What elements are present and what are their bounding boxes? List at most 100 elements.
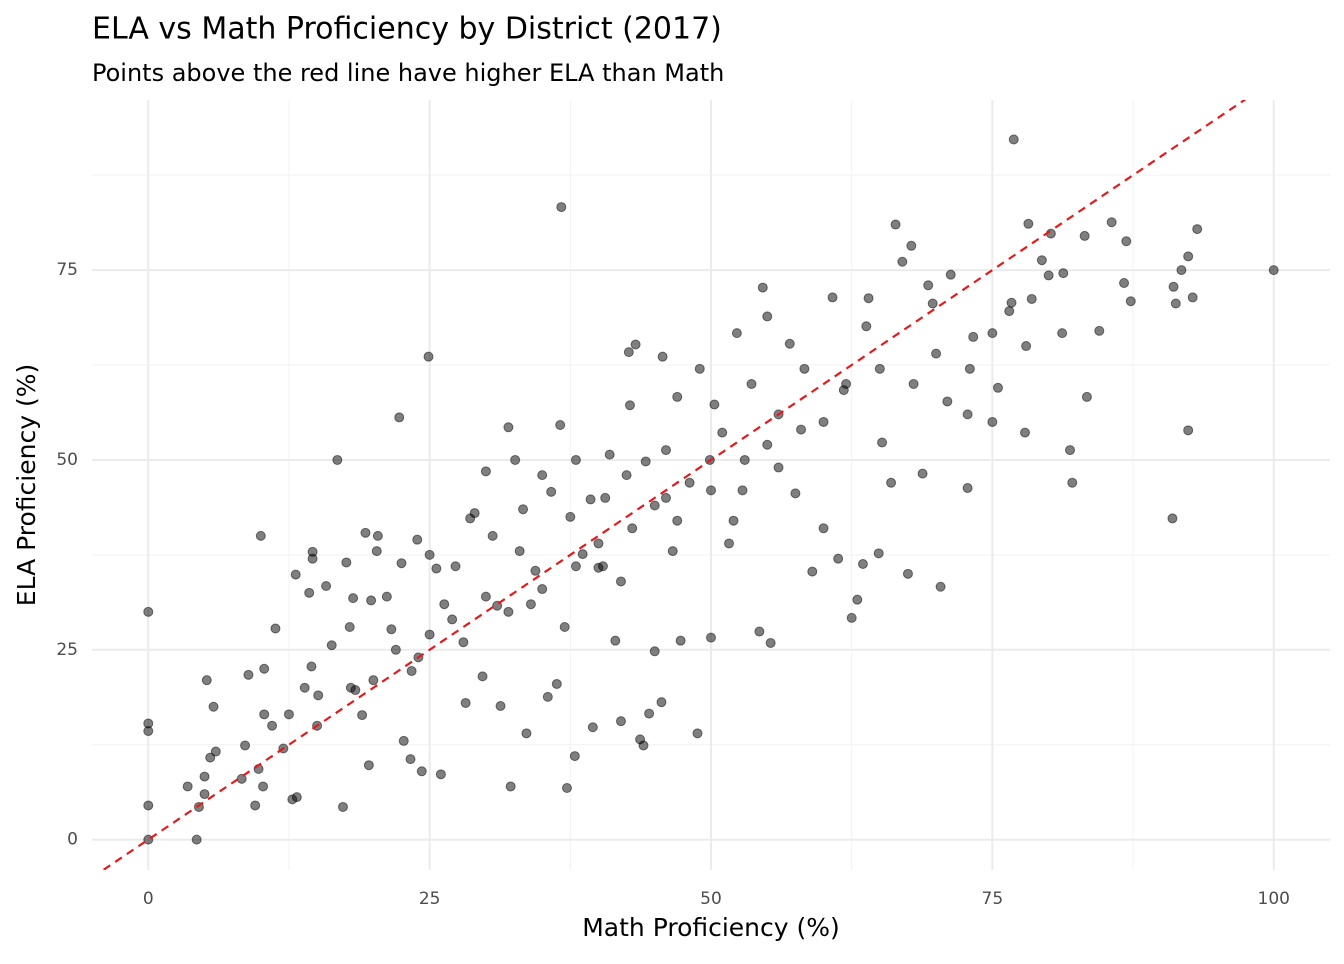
point xyxy=(394,412,405,423)
point xyxy=(931,348,942,359)
point xyxy=(1119,278,1130,289)
point xyxy=(447,614,458,625)
point xyxy=(525,599,536,610)
point xyxy=(1081,391,1092,402)
point xyxy=(667,546,678,557)
point xyxy=(321,580,332,591)
point xyxy=(1176,265,1187,276)
x-tick-label: 50 xyxy=(700,889,722,909)
point xyxy=(439,599,450,610)
point xyxy=(201,675,212,686)
point xyxy=(344,622,355,633)
point xyxy=(624,400,635,411)
point xyxy=(945,269,956,280)
point xyxy=(621,470,632,481)
point xyxy=(514,546,525,557)
point xyxy=(250,800,261,811)
point xyxy=(649,646,660,657)
point xyxy=(917,468,928,479)
point xyxy=(460,697,471,708)
point xyxy=(874,363,885,374)
point xyxy=(521,728,532,739)
point xyxy=(199,789,210,800)
point xyxy=(923,280,934,291)
point xyxy=(790,488,801,499)
point xyxy=(962,483,973,494)
point xyxy=(968,331,979,342)
point xyxy=(205,752,216,763)
point xyxy=(706,632,716,643)
y-tick-label: 50 xyxy=(56,450,78,470)
point xyxy=(728,515,739,526)
point xyxy=(341,557,352,568)
point xyxy=(570,454,581,465)
x-axis-label: Math Proficiency (%) xyxy=(582,913,840,942)
point xyxy=(368,675,379,686)
point xyxy=(435,769,446,780)
point xyxy=(458,637,469,648)
point xyxy=(570,561,581,572)
point xyxy=(191,834,202,845)
point xyxy=(987,328,998,339)
point xyxy=(480,466,491,477)
point xyxy=(431,563,442,574)
point xyxy=(737,485,748,496)
point xyxy=(906,240,917,251)
point xyxy=(326,640,337,651)
point xyxy=(861,321,872,332)
point xyxy=(644,708,655,719)
point xyxy=(877,437,888,448)
point xyxy=(546,486,557,497)
point xyxy=(799,363,810,374)
point xyxy=(1079,230,1090,241)
point xyxy=(345,682,356,693)
plot-area xyxy=(101,100,1279,870)
point xyxy=(1167,513,1178,524)
point xyxy=(754,626,765,637)
point xyxy=(363,760,374,771)
point xyxy=(398,735,409,746)
point xyxy=(1004,306,1015,317)
point xyxy=(927,298,938,309)
point xyxy=(638,740,649,751)
point xyxy=(372,530,383,541)
point xyxy=(964,363,975,374)
point xyxy=(1026,293,1037,304)
point xyxy=(542,691,553,702)
point xyxy=(480,591,491,602)
point xyxy=(684,477,695,488)
point xyxy=(412,534,423,545)
point xyxy=(424,629,435,640)
point xyxy=(585,494,596,505)
point xyxy=(640,456,651,467)
point xyxy=(348,593,359,604)
point xyxy=(530,565,541,576)
point xyxy=(1170,298,1181,309)
point xyxy=(1187,292,1198,303)
point xyxy=(818,416,829,427)
point xyxy=(510,454,521,465)
chart-subtitle: Points above the red line have higher EL… xyxy=(92,59,724,87)
point xyxy=(258,781,269,792)
point xyxy=(360,527,371,538)
point xyxy=(240,740,251,751)
point xyxy=(731,328,742,339)
point xyxy=(306,661,317,672)
point xyxy=(630,339,641,350)
point xyxy=(672,391,683,402)
point xyxy=(593,538,604,549)
point xyxy=(1106,217,1117,228)
point xyxy=(495,700,506,711)
point xyxy=(942,396,953,407)
point xyxy=(1168,281,1179,292)
point xyxy=(505,781,516,792)
point xyxy=(267,720,278,731)
point xyxy=(1006,297,1017,308)
y-axis-label: ELA Proficiency (%) xyxy=(12,364,41,606)
point xyxy=(1067,477,1078,488)
point xyxy=(569,751,580,762)
point xyxy=(396,558,407,569)
point xyxy=(406,666,417,677)
point xyxy=(371,546,382,557)
